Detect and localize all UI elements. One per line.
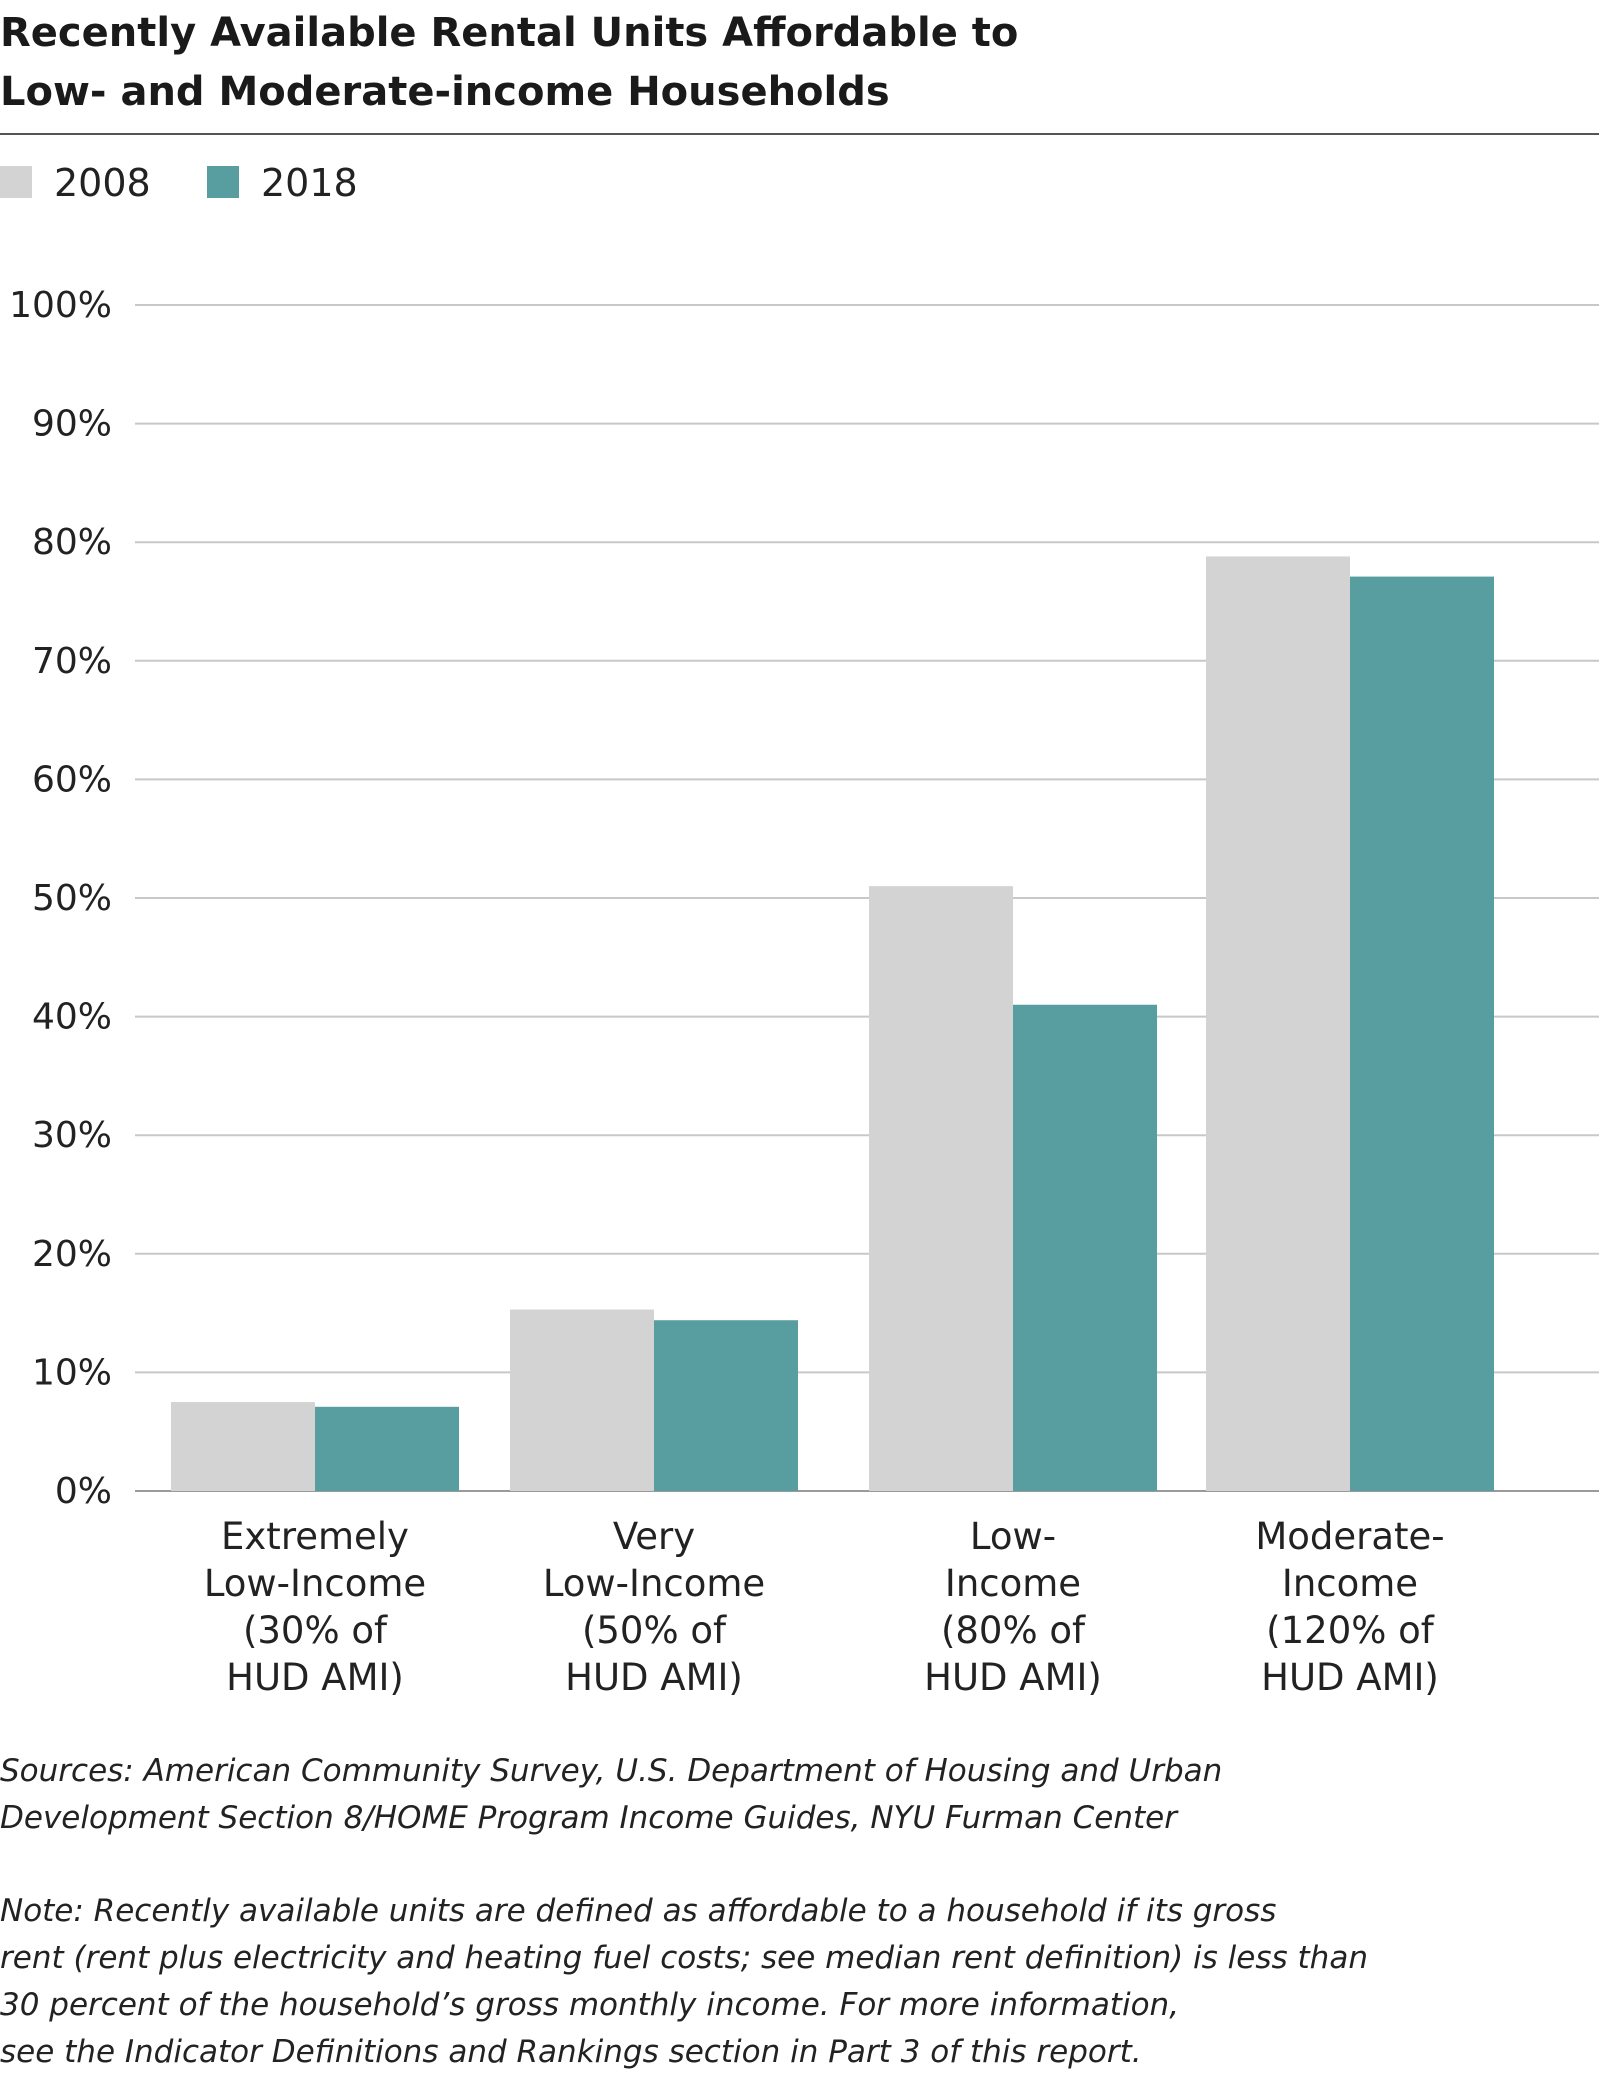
y-tick-label: 0% bbox=[55, 1471, 112, 1512]
category-label-line: HUD AMI) bbox=[565, 1656, 743, 1699]
category-label-line: Moderate- bbox=[1255, 1515, 1444, 1558]
y-tick-label: 40% bbox=[32, 997, 112, 1038]
category-label-line: (50% of bbox=[582, 1609, 727, 1652]
category-label-line: Income bbox=[945, 1562, 1081, 1605]
category-label-line: Low-Income bbox=[543, 1562, 765, 1605]
y-tick-label: 100% bbox=[9, 285, 112, 326]
sources-line-1: Sources: American Community Survey, U.S.… bbox=[0, 1753, 1223, 1789]
bar-2008-4 bbox=[1206, 556, 1350, 1491]
y-tick-label: 70% bbox=[32, 641, 112, 682]
note-line-1: Note: Recently available units are defin… bbox=[0, 1893, 1277, 1929]
category-label-line: HUD AMI) bbox=[924, 1656, 1102, 1699]
y-tick-label: 30% bbox=[32, 1115, 112, 1156]
chart-title: Recently Available Rental Units Affordab… bbox=[0, 4, 1400, 122]
y-tick-label: 80% bbox=[32, 522, 112, 563]
sources-text: Sources: American Community Survey, U.S.… bbox=[0, 1748, 1480, 1842]
y-tick-label: 90% bbox=[32, 404, 112, 445]
category-label-line: Low- bbox=[970, 1515, 1056, 1558]
legend-label-2008: 2008 bbox=[54, 161, 151, 205]
category-label-line: (30% of bbox=[243, 1609, 388, 1652]
bar-2018-4 bbox=[1350, 576, 1494, 1491]
category-label-line: HUD AMI) bbox=[1261, 1656, 1439, 1699]
category-label-line: Low-Income bbox=[204, 1562, 426, 1605]
note-line-2: rent (rent plus electricity and heating … bbox=[0, 1940, 1368, 1976]
y-tick-label: 60% bbox=[32, 759, 112, 800]
bar-2008-3 bbox=[869, 886, 1013, 1491]
bar-2018-2 bbox=[654, 1320, 798, 1491]
chart-title-line-1: Recently Available Rental Units Affordab… bbox=[0, 10, 1019, 56]
y-axis-tick-labels: 0% 10% 20% 30% 40% 50% 60% 70% 80% 90% 100% bbox=[9, 285, 112, 1512]
bar-2008-1 bbox=[171, 1402, 315, 1491]
note-line-4: see the Indicator Definitions and Rankin… bbox=[0, 2034, 1142, 2070]
bar-2018-3 bbox=[1013, 1004, 1157, 1491]
legend-swatch-2008 bbox=[0, 166, 32, 198]
bar-2008-2 bbox=[510, 1309, 654, 1491]
category-label-line: Very bbox=[613, 1515, 695, 1558]
bars bbox=[171, 556, 1494, 1491]
note-line-3: 30 percent of the household’s gross mont… bbox=[0, 1987, 1180, 2023]
y-tick-label: 20% bbox=[32, 1234, 112, 1275]
sources-line-2: Development Section 8/HOME Program Incom… bbox=[0, 1800, 1178, 1836]
y-tick-label: 50% bbox=[32, 878, 112, 919]
category-label-line: Income bbox=[1282, 1562, 1418, 1605]
title-divider bbox=[0, 133, 1599, 135]
chart-title-line-2: Low- and Moderate-income Households bbox=[0, 69, 890, 115]
category-label-line: (80% of bbox=[941, 1609, 1086, 1652]
category-label-line: Extremely bbox=[221, 1515, 409, 1558]
note-text: Note: Recently available units are defin… bbox=[0, 1888, 1480, 2076]
y-tick-label: 10% bbox=[32, 1352, 112, 1393]
legend-swatch-2018 bbox=[207, 166, 239, 198]
category-label-line: HUD AMI) bbox=[226, 1656, 404, 1699]
bar-2018-1 bbox=[315, 1406, 459, 1491]
legend-label-2018: 2018 bbox=[261, 161, 358, 205]
category-label-line: (120% of bbox=[1266, 1609, 1435, 1652]
bar-chart: 0% 10% 20% 30% 40% 50% 60% 70% 80% 90% 100% Extrem… bbox=[9, 285, 1599, 1699]
